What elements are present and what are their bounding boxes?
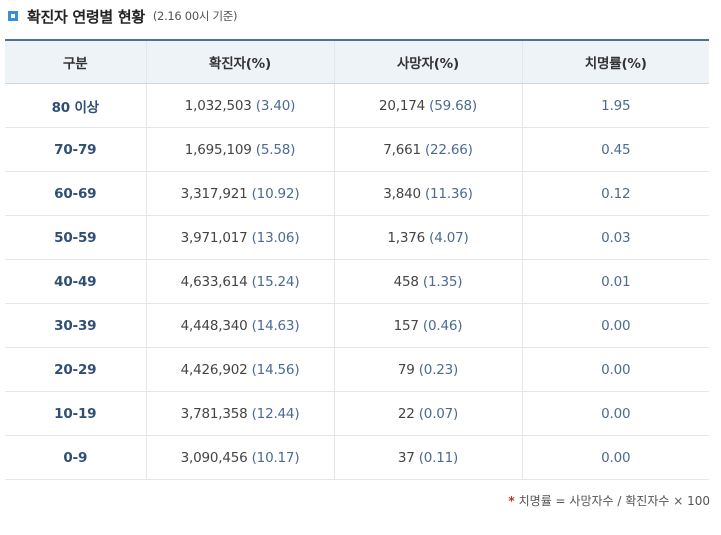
fatality-rate-cell: 0.00 [521, 391, 709, 436]
table-row: 60-69 3,317,921 (10.92) 3,840 (11.36) 0.12 [5, 171, 709, 216]
table-header-row: 구분 확진자(%) 사망자(%) 치명률(%) [5, 40, 709, 84]
deaths-count: 3,840 [383, 185, 421, 202]
age-stats-table: 구분 확진자(%) 사망자(%) 치명률(%) 80 이상 1,032,503 (… [5, 39, 709, 480]
age-group-cell: 50-59 [5, 215, 146, 260]
deaths-percent: (0.23) [418, 361, 459, 378]
confirmed-cell: 3,090,456 (10.17) [145, 435, 334, 480]
deaths-count: 20,174 [379, 97, 426, 114]
deaths-count: 22 [397, 405, 415, 422]
fatality-rate-cell: 0.03 [521, 215, 709, 260]
fatality-rate-cell: 0.00 [521, 303, 709, 348]
deaths-count: 79 [397, 361, 415, 378]
deaths-percent: (4.07) [429, 229, 469, 246]
confirmed-percent: (12.44) [251, 405, 300, 422]
confirmed-percent: (14.63) [251, 317, 300, 334]
confirmed-count: 1,032,503 [184, 97, 252, 114]
confirmed-count: 3,971,017 [180, 229, 248, 246]
deaths-percent: (11.36) [424, 185, 473, 202]
deaths-cell: 79 (0.23) [333, 347, 522, 392]
square-bullet-icon [8, 11, 18, 21]
deaths-count: 7,661 [383, 141, 421, 158]
age-group-cell: 0-9 [5, 435, 146, 480]
age-group-cell: 10-19 [5, 391, 146, 436]
confirmed-count: 4,426,902 [180, 361, 248, 378]
deaths-cell: 1,376 (4.07) [333, 215, 522, 260]
confirmed-percent: (10.92) [251, 185, 300, 202]
confirmed-cell: 4,448,340 (14.63) [145, 303, 334, 348]
page-subtitle: (2.16 00시 기준) [152, 9, 238, 23]
confirmed-percent: (14.56) [251, 361, 300, 378]
deaths-percent: (59.68) [429, 97, 477, 114]
age-group-cell: 30-39 [5, 303, 146, 348]
deaths-cell: 7,661 (22.66) [333, 127, 522, 172]
confirmed-cell: 3,781,358 (12.44) [145, 391, 334, 436]
age-group-cell: 40-49 [5, 259, 146, 304]
table-row: 20-29 4,426,902 (14.56) 79 (0.23) 0.00 [5, 347, 709, 392]
deaths-percent: (0.46) [422, 317, 463, 334]
age-group-cell: 60-69 [5, 171, 146, 216]
confirmed-cell: 1,695,109 (5.58) [145, 127, 334, 172]
footnote: * 치명률 = 사망자수 / 확진자수 × 100 [508, 492, 710, 509]
confirmed-cell: 3,317,921 (10.92) [145, 171, 334, 216]
confirmed-count: 1,695,109 [184, 141, 252, 158]
fatality-rate-cell: 0.00 [521, 347, 709, 392]
age-group-cell: 80 이상 [5, 83, 146, 128]
deaths-cell: 458 (1.35) [333, 259, 522, 304]
column-header-group: 구분 [5, 40, 146, 84]
confirmed-cell: 4,633,614 (15.24) [145, 259, 334, 304]
confirmed-count: 3,090,456 [180, 449, 248, 466]
confirmed-cell: 1,032,503 (3.40) [145, 83, 334, 128]
deaths-cell: 37 (0.11) [333, 435, 522, 480]
confirmed-percent: (15.24) [251, 273, 300, 290]
confirmed-count: 3,317,921 [180, 185, 248, 202]
deaths-count: 458 [393, 273, 419, 290]
fatality-rate-cell: 0.45 [521, 127, 709, 172]
confirmed-percent: (5.58) [255, 141, 296, 158]
fatality-rate-cell: 0.12 [521, 171, 709, 216]
table-row: 50-59 3,971,017 (13.06) 1,376 (4.07) 0.03 [5, 215, 709, 260]
age-group-cell: 70-79 [5, 127, 146, 172]
fatality-rate-cell: 0.00 [521, 435, 709, 480]
column-header-deaths: 사망자(%) [333, 40, 522, 84]
deaths-count: 157 [393, 317, 419, 334]
deaths-percent: (22.66) [424, 141, 473, 158]
confirmed-count: 3,781,358 [180, 405, 248, 422]
table-row: 80 이상 1,032,503 (3.40) 20,174 (59.68) 1.95 [5, 83, 709, 128]
deaths-percent: (0.11) [418, 449, 459, 466]
table-row: 10-19 3,781,358 (12.44) 22 (0.07) 0.00 [5, 391, 709, 436]
deaths-cell: 20,174 (59.68) [333, 83, 522, 128]
column-header-fatality: 치명률(%) [521, 40, 709, 84]
section-title-row: 확진자 연령별 현황 (2.16 00시 기준) [8, 6, 238, 26]
deaths-count: 1,376 [387, 229, 426, 246]
confirmed-cell: 4,426,902 (14.56) [145, 347, 334, 392]
confirmed-percent: (3.40) [255, 97, 296, 114]
footnote-marker: * [508, 494, 515, 508]
confirmed-percent: (13.06) [251, 229, 300, 246]
confirmed-cell: 3,971,017 (13.06) [145, 215, 334, 260]
table-row: 30-39 4,448,340 (14.63) 157 (0.46) 0.00 [5, 303, 709, 348]
deaths-percent: (0.07) [418, 405, 459, 422]
table-body: 80 이상 1,032,503 (3.40) 20,174 (59.68) 1.95 7… [5, 83, 709, 480]
confirmed-percent: (10.17) [251, 449, 300, 466]
column-header-confirmed: 확진자(%) [145, 40, 334, 84]
footnote-text: 치명률 = 사망자수 / 확진자수 × 100 [518, 494, 710, 508]
deaths-cell: 3,840 (11.36) [333, 171, 522, 216]
page-title: 확진자 연령별 현황 [27, 7, 145, 26]
deaths-count: 37 [397, 449, 415, 466]
fatality-rate-cell: 1.95 [521, 83, 709, 128]
table-row: 0-9 3,090,456 (10.17) 37 (0.11) 0.00 [5, 435, 709, 480]
fatality-rate-cell: 0.01 [521, 259, 709, 304]
deaths-cell: 157 (0.46) [333, 303, 522, 348]
table-row: 40-49 4,633,614 (15.24) 458 (1.35) 0.01 [5, 259, 709, 304]
deaths-percent: (1.35) [422, 273, 463, 290]
table-row: 70-79 1,695,109 (5.58) 7,661 (22.66) 0.45 [5, 127, 709, 172]
age-group-cell: 20-29 [5, 347, 146, 392]
confirmed-count: 4,448,340 [180, 317, 248, 334]
confirmed-count: 4,633,614 [180, 273, 248, 290]
deaths-cell: 22 (0.07) [333, 391, 522, 436]
